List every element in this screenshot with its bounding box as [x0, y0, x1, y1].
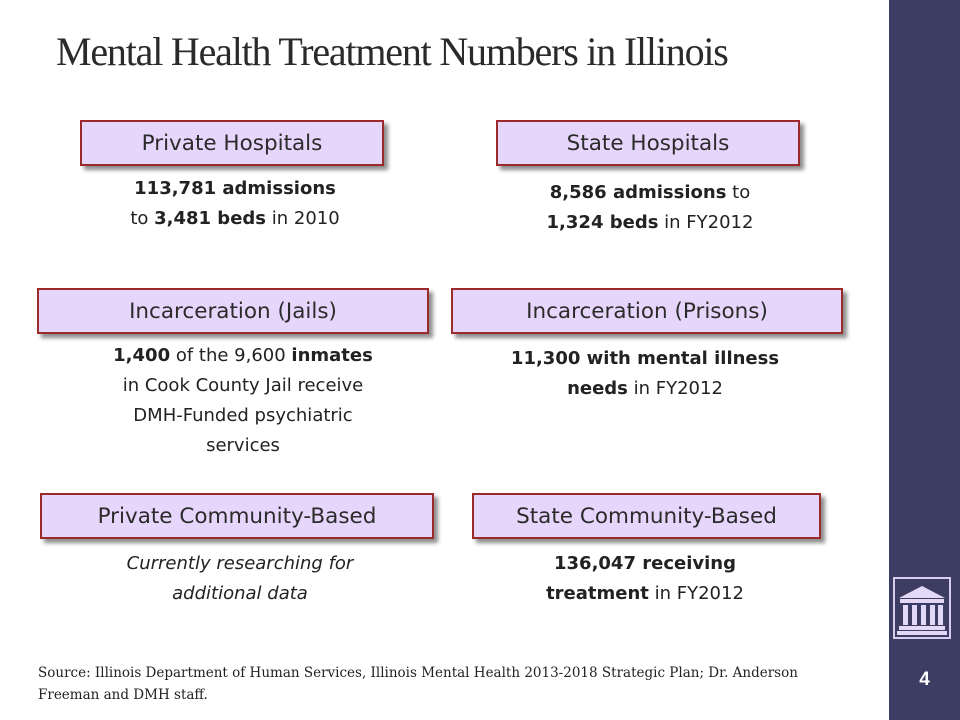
state-community-box: State Community-Based [472, 493, 821, 539]
jails-of-the: of the 9,600 [170, 345, 286, 366]
private-community-text: Currently researching for additional dat… [126, 553, 354, 604]
prisons-count: 11,300 with mental illness needs [510, 348, 780, 399]
government-building-icon [893, 577, 951, 639]
sidebar-bar: 4 [889, 0, 960, 720]
private-hospitals-box: Private Hospitals [80, 120, 384, 166]
state-hospitals-box: State Hospitals [496, 120, 800, 166]
slide-title: Mental Health Treatment Numbers in Illin… [56, 29, 729, 74]
state-community-treatment: treatment [546, 583, 649, 604]
private-community-detail: Currently researching for additional dat… [100, 549, 380, 609]
private-hospitals-admissions: 113,781 admissions [134, 178, 336, 199]
prisons-year: in FY2012 [627, 378, 723, 399]
jails-detail: 1,400 of the 9,600 inmates in Cook Count… [108, 341, 378, 461]
jails-box: Incarceration (Jails) [37, 288, 429, 334]
page-number: 4 [919, 669, 930, 690]
private-hospitals-year: in 2010 [266, 208, 340, 229]
source-citation: Source: Illinois Department of Human Ser… [38, 665, 798, 703]
state-hospitals-year: in FY2012 [658, 212, 754, 233]
jails-rest: in Cook County Jail receive DMH-Funded p… [122, 375, 364, 456]
jails-count: 1,400 [113, 345, 171, 366]
state-hospitals-beds: 1,324 beds [546, 212, 659, 233]
state-hospitals-admissions: 8,586 admissions [549, 182, 727, 203]
private-hospitals-beds: 3,481 beds [154, 208, 267, 229]
state-hospitals-to: to [726, 182, 751, 203]
jails-inmates: inmates [291, 345, 373, 366]
prisons-detail: 11,300 with mental illness needs in FY20… [490, 344, 800, 404]
private-hospitals-detail: 113,781 admissions to 3,481 beds in 2010 [90, 174, 380, 234]
state-community-detail: 136,047 receiving treatment in FY2012 [510, 549, 780, 609]
private-community-box: Private Community-Based [40, 493, 434, 539]
private-hospitals-to: to [130, 208, 155, 229]
state-community-receiving: 136,047 receiving [554, 553, 736, 574]
state-hospitals-detail: 8,586 admissions to 1,324 beds in FY2012 [500, 178, 800, 238]
prisons-box: Incarceration (Prisons) [451, 288, 843, 334]
state-community-year: in FY2012 [648, 583, 744, 604]
